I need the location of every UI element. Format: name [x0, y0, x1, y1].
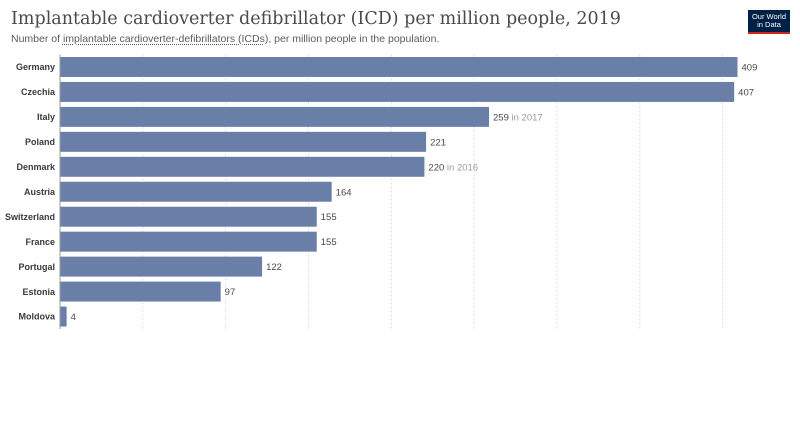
- bar[interactable]: [60, 106, 490, 127]
- logo-line-2: in Data: [757, 20, 781, 29]
- value-note: in 2017: [509, 112, 543, 123]
- value-note: in 2016: [444, 162, 478, 173]
- subtitle-prefix: Number of: [11, 33, 63, 45]
- owid-logo[interactable]: Our World in Data: [748, 10, 790, 34]
- value-label: 122: [266, 262, 282, 273]
- value-label: 259 in 2017: [493, 112, 543, 123]
- bar[interactable]: [60, 56, 738, 77]
- category-label: Estonia: [22, 287, 56, 297]
- category-label: Moldova: [18, 312, 55, 322]
- chart-title: Implantable cardioverter defibrillator (…: [11, 9, 621, 29]
- value-label: 407: [738, 87, 754, 98]
- bar[interactable]: [60, 256, 263, 277]
- category-label: Poland: [25, 137, 55, 147]
- category-label: Italy: [37, 112, 55, 122]
- category-label: Denmark: [16, 162, 56, 172]
- value-label: 220 in 2016: [428, 162, 478, 173]
- value-label: 155: [321, 212, 337, 223]
- bar[interactable]: [60, 156, 425, 177]
- category-label: France: [25, 237, 55, 247]
- category-label: Czechia: [21, 87, 56, 97]
- bars: Germany 409 Czechia 407 Italy 259 in 2017 Pola…: [5, 54, 758, 329]
- category-label: Switzerland: [5, 212, 55, 222]
- bar[interactable]: [60, 181, 332, 202]
- bar[interactable]: [60, 206, 317, 227]
- value-label: 97: [225, 287, 236, 298]
- value-label: 221: [430, 137, 446, 148]
- category-label: Germany: [16, 62, 55, 72]
- value-label: 409: [742, 62, 758, 73]
- subtitle-suffix: , per million people in the population.: [268, 33, 440, 45]
- category-label: Portugal: [18, 262, 55, 272]
- bar[interactable]: [60, 231, 317, 252]
- subtitle-link[interactable]: implantable cardioverter-defibrillators …: [62, 33, 269, 45]
- chart-subtitle: Number of implantable cardioverter-defib…: [11, 33, 439, 45]
- value-label: 164: [336, 187, 352, 198]
- category-label: Austria: [24, 187, 56, 197]
- bar[interactable]: [60, 306, 67, 327]
- value-label: 155: [321, 237, 337, 248]
- value-label: 4: [71, 312, 76, 323]
- bar[interactable]: [60, 131, 427, 152]
- logo-line-1: Our World: [751, 12, 787, 21]
- bar[interactable]: [60, 81, 735, 102]
- bar[interactable]: [60, 281, 221, 302]
